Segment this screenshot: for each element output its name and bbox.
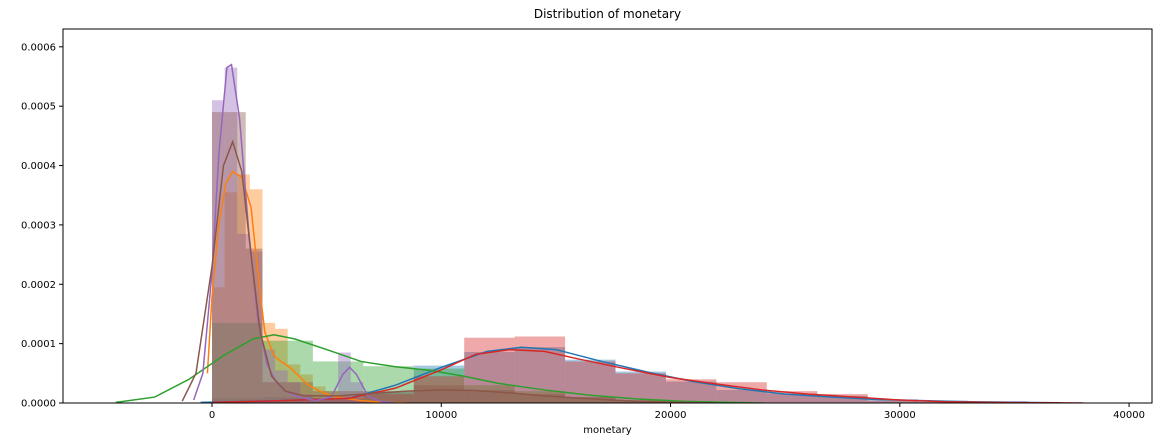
series-6-bar-1 — [212, 112, 246, 403]
series-5-bars — [212, 67, 376, 403]
series-4-bar-14 — [867, 400, 919, 403]
y-tick-label-1: 0.0000 — [21, 399, 56, 410]
x-tick-label-5: 40000 — [1113, 410, 1145, 421]
y-tick-label-6: 0.0005 — [21, 102, 56, 113]
plot-area — [115, 63, 1084, 403]
series-3-bar-7 — [514, 391, 566, 403]
series-5-bar-9 — [312, 398, 326, 403]
series-6-bar-9 — [565, 397, 616, 403]
y-tick-label-5: 0.0004 — [21, 161, 56, 172]
series-1-bar-4 — [363, 392, 414, 403]
series-6-bar-6 — [413, 385, 465, 403]
series-3-bar-8 — [565, 397, 616, 403]
series-5-bar-1 — [212, 100, 225, 403]
y-tick-label-2: 0.0001 — [21, 339, 56, 350]
series-5-bar-2 — [224, 67, 238, 403]
series-1-bar-10 — [665, 381, 717, 403]
series-1-bar-11 — [716, 389, 767, 403]
series-6-kde-line — [181, 139, 717, 403]
kde-curves — [115, 63, 1084, 403]
x-tick-label-1: 0 — [209, 410, 215, 421]
series-2-bar-11 — [338, 395, 351, 403]
series-5-bar-13 — [363, 401, 376, 403]
series-5-bar-3 — [237, 233, 250, 403]
series-6-bar-5 — [363, 391, 414, 403]
x-tick-label-3: 20000 — [655, 410, 687, 421]
x-axis: 0 10000 20000 30000 40000 — [209, 403, 1145, 421]
series-4-bar-3 — [312, 398, 364, 403]
x-tick-label-4: 30000 — [884, 410, 916, 421]
chart-title: Distribution of monetary — [534, 7, 681, 21]
series-4-bar-7 — [514, 336, 566, 403]
y-tick-label-7: 0.0006 — [21, 42, 56, 53]
series-1-bar-1 — [212, 398, 263, 403]
series-6-bars — [212, 112, 666, 403]
series-4-bar-13 — [817, 394, 868, 403]
series-4-bar-4 — [363, 394, 414, 403]
series-6-bar-8 — [514, 394, 566, 403]
y-tick-label-3: 0.0002 — [21, 280, 56, 291]
series-3-bar-1 — [212, 322, 263, 403]
series-4-kde-line — [212, 348, 1084, 403]
series-6-bar-2 — [245, 248, 263, 403]
series-4-bar-10 — [665, 379, 717, 403]
series-3-bar-6 — [464, 385, 515, 403]
x-axis-label: monetary — [583, 425, 632, 436]
series-1-bar-12 — [766, 393, 818, 403]
series-4-bar-12 — [766, 391, 818, 403]
series-1-bar-13 — [817, 395, 868, 403]
series-1-bar-3 — [312, 399, 364, 403]
series-5-bar-11 — [338, 352, 351, 403]
y-axis: 0.0000 0.0001 0.0002 0.0003 0.0004 0.0005 0.00… — [21, 42, 63, 410]
series-3-kde-line — [115, 333, 763, 403]
series-6-bar-7 — [464, 389, 515, 403]
series-4-bar-2 — [262, 400, 313, 403]
series-5-bar-5 — [262, 349, 276, 403]
series-5-bar-10 — [325, 399, 339, 403]
x-tick-label-2: 10000 — [425, 410, 457, 421]
plot-frame — [62, 28, 1153, 404]
y-tick-label-4: 0.0003 — [21, 220, 56, 231]
series-2-bar-1 — [212, 287, 225, 403]
series-1-bar-14 — [867, 399, 919, 403]
